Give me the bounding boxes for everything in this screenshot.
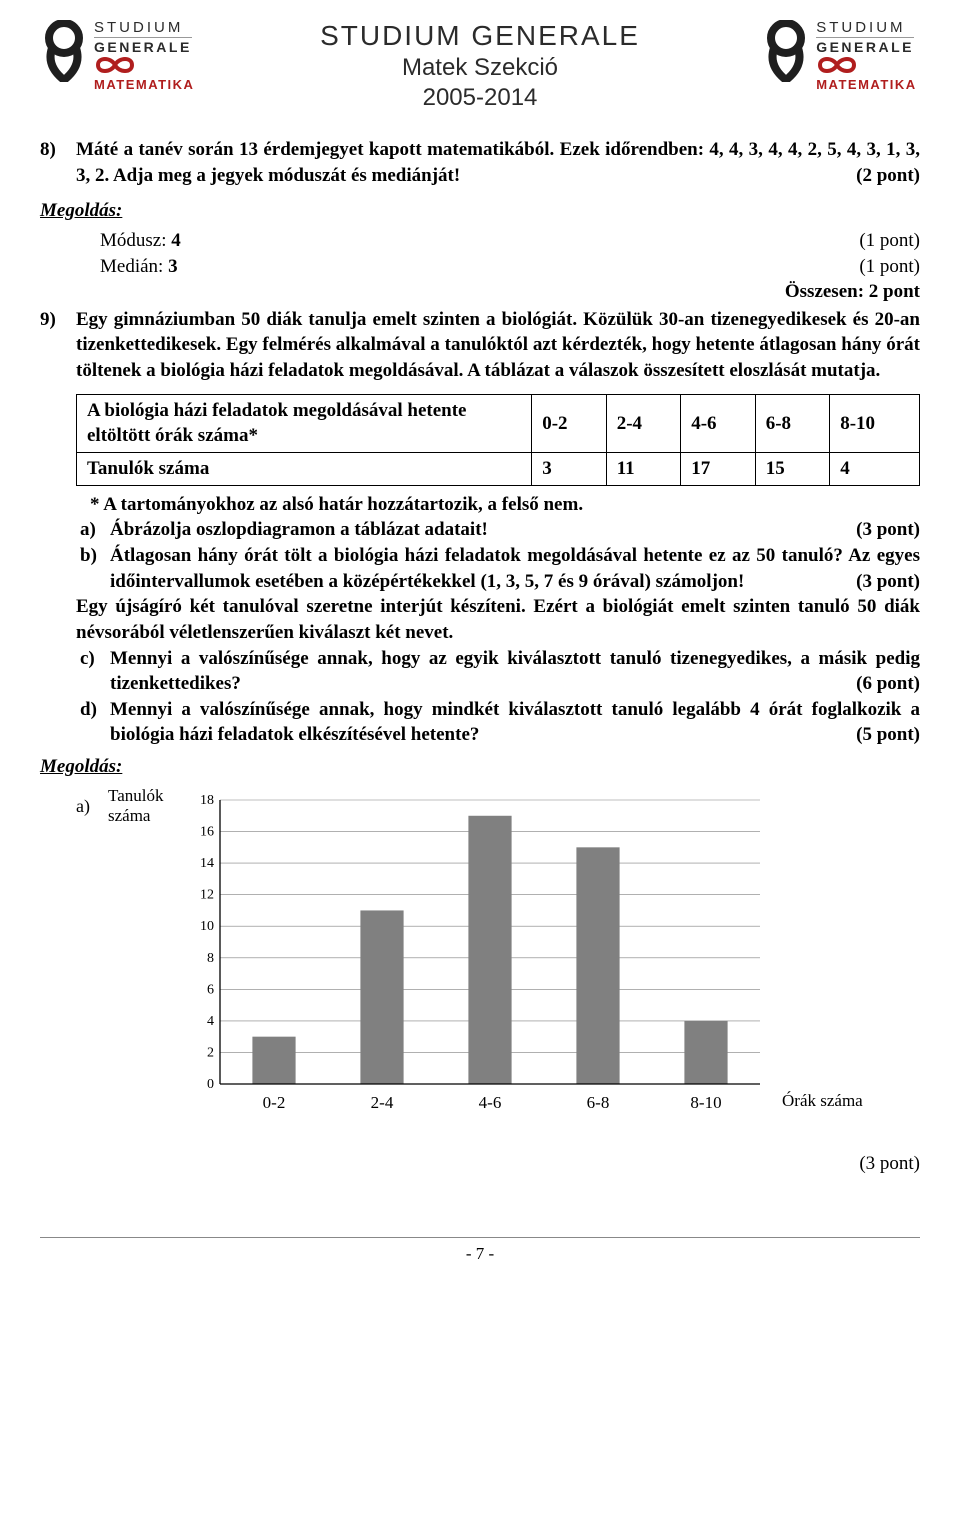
sub-d: d) Mennyi a valószínűsége annak, hogy mi… bbox=[40, 697, 920, 748]
center-sub: Matek Szekció bbox=[198, 54, 762, 82]
mode-value: 4 bbox=[171, 230, 181, 251]
svg-text:16: 16 bbox=[200, 824, 214, 839]
sub-d-text: Mennyi a valószínűsége annak, hogy mindk… bbox=[110, 699, 920, 746]
svg-text:2: 2 bbox=[207, 1045, 214, 1060]
solution-label-8: Megoldás: bbox=[40, 198, 920, 224]
table-cell: 3 bbox=[532, 453, 607, 486]
table-cell: 17 bbox=[681, 453, 756, 486]
brand-bottom: GENERALE bbox=[94, 37, 192, 54]
logo-left: STUDIUM GENERALE MATEMATIKA bbox=[40, 20, 198, 94]
center-main: STUDIUM GENERALE bbox=[198, 20, 762, 52]
mode-row: Módusz: 4 (1 pont) bbox=[40, 228, 920, 254]
center-years: 2005-2014 bbox=[198, 84, 762, 112]
end-points: (3 pont) bbox=[40, 1151, 920, 1177]
svg-text:2-4: 2-4 bbox=[371, 1093, 394, 1112]
median-label: Medián: bbox=[100, 256, 163, 277]
svg-text:8: 8 bbox=[207, 951, 214, 966]
sub-a-text: Ábrázolja oszlopdiagramon a táblázat ada… bbox=[110, 519, 488, 540]
table-cell: 11 bbox=[606, 453, 681, 486]
infinity-icon bbox=[94, 54, 136, 76]
content-body: 8) Máté a tanév során 13 érdemjegyet kap… bbox=[40, 137, 920, 1177]
page-footer: - 7 - bbox=[40, 1237, 920, 1264]
chart-y-title: Tanulók száma bbox=[108, 786, 176, 827]
brand-bottom: GENERALE bbox=[816, 37, 914, 54]
problem-8-points: (2 pont) bbox=[856, 163, 920, 189]
solution-label-9: Megoldás: bbox=[40, 754, 920, 780]
brand-subject: MATEMATIKA bbox=[816, 77, 916, 92]
svg-text:12: 12 bbox=[200, 887, 214, 902]
mode-points: (1 pont) bbox=[859, 228, 920, 254]
svg-text:0-2: 0-2 bbox=[263, 1093, 286, 1112]
median-value: 3 bbox=[168, 256, 178, 277]
brand-top: STUDIUM bbox=[816, 20, 914, 35]
chart-x-title: Órák száma bbox=[782, 1090, 863, 1113]
mode-label: Módusz: bbox=[100, 230, 167, 251]
problem-9: 9) Egy gimnáziumban 50 diák tanulja emel… bbox=[40, 307, 920, 384]
problem-8-number: 8) bbox=[40, 137, 56, 163]
problem-8-text: Máté a tanév során 13 érdemjegyet kapott… bbox=[76, 139, 920, 186]
table-cell: 4-6 bbox=[681, 394, 756, 452]
svg-text:14: 14 bbox=[200, 856, 214, 871]
ring-logo-icon bbox=[40, 20, 88, 82]
problem-8: 8) Máté a tanév során 13 érdemjegyet kap… bbox=[40, 137, 920, 188]
svg-text:0: 0 bbox=[207, 1077, 214, 1092]
table-cell: 4 bbox=[830, 453, 920, 486]
chart-a-label: a) bbox=[76, 794, 98, 818]
svg-text:4-6: 4-6 bbox=[479, 1093, 502, 1112]
sub-b-text: Átlagosan hány órát tölt a biológia házi… bbox=[110, 545, 920, 592]
sub-c-points: (6 pont) bbox=[856, 671, 920, 697]
median-row: Medián: 3 (1 pont) bbox=[40, 254, 920, 280]
table-row: Tanulók száma 3 11 17 15 4 bbox=[77, 453, 920, 486]
table-cell: 8-10 bbox=[830, 394, 920, 452]
sub-b-letter: b) bbox=[80, 543, 97, 569]
svg-text:4: 4 bbox=[207, 1014, 214, 1029]
sub-a: a) Ábrázolja oszlopdiagramon a táblázat … bbox=[40, 517, 920, 543]
sub-c-letter: c) bbox=[80, 646, 95, 672]
median-points: (1 pont) bbox=[859, 254, 920, 280]
total-8: Összesen: 2 pont bbox=[40, 279, 920, 305]
ring-logo-icon bbox=[762, 20, 810, 82]
svg-text:6-8: 6-8 bbox=[587, 1093, 610, 1112]
table-cell: 6-8 bbox=[755, 394, 830, 452]
table-footnote: * A tartományokhoz az alsó határ hozzáta… bbox=[40, 492, 920, 518]
table-cell: 0-2 bbox=[532, 394, 607, 452]
sub-d-points: (5 pont) bbox=[856, 722, 920, 748]
brand-top: STUDIUM bbox=[94, 20, 192, 35]
table-row-label: Tanulók száma bbox=[77, 453, 532, 486]
svg-text:18: 18 bbox=[200, 794, 214, 808]
mid-text: Egy újságíró két tanulóval szeretne inte… bbox=[40, 594, 920, 645]
problem-9-text: Egy gimnáziumban 50 diák tanulja emelt s… bbox=[76, 309, 920, 381]
chart-block: a) Tanulók száma 0246810121416180-22-44-… bbox=[40, 794, 920, 1132]
sub-d-letter: d) bbox=[80, 697, 97, 723]
table-row: A biológia házi feladatok megoldásával h… bbox=[77, 394, 920, 452]
center-title: STUDIUM GENERALE Matek Szekció 2005-2014 bbox=[198, 20, 762, 112]
sub-a-letter: a) bbox=[80, 517, 96, 543]
table-cell: 2-4 bbox=[606, 394, 681, 452]
problem-9-number: 9) bbox=[40, 307, 56, 333]
page-header: STUDIUM GENERALE MATEMATIKA STUDIUM GENE… bbox=[40, 20, 920, 112]
logo-right: STUDIUM GENERALE MATEMATIKA bbox=[762, 20, 920, 94]
sub-b: b) Átlagosan hány órát tölt a biológia h… bbox=[40, 543, 920, 594]
svg-text:10: 10 bbox=[200, 919, 214, 934]
brand-subject: MATEMATIKA bbox=[94, 77, 194, 92]
sub-b-points: (3 pont) bbox=[856, 569, 920, 595]
infinity-icon bbox=[816, 54, 858, 76]
table-cell: 15 bbox=[755, 453, 830, 486]
table-header-label: A biológia házi feladatok megoldásával h… bbox=[77, 394, 532, 452]
svg-text:8-10: 8-10 bbox=[690, 1093, 721, 1112]
bar-chart: 0 2 4 6 8 10 12 14 16 18 0-2 2-4 4-6 6-8 8-10 bbox=[186, 794, 766, 1132]
sub-a-points: (3 pont) bbox=[856, 517, 920, 543]
data-table: A biológia házi feladatok megoldásával h… bbox=[76, 394, 920, 486]
sub-c: c) Mennyi a valószínűsége annak, hogy az… bbox=[40, 646, 920, 697]
svg-text:6: 6 bbox=[207, 982, 214, 997]
sub-c-text: Mennyi a valószínűsége annak, hogy az eg… bbox=[110, 648, 920, 695]
